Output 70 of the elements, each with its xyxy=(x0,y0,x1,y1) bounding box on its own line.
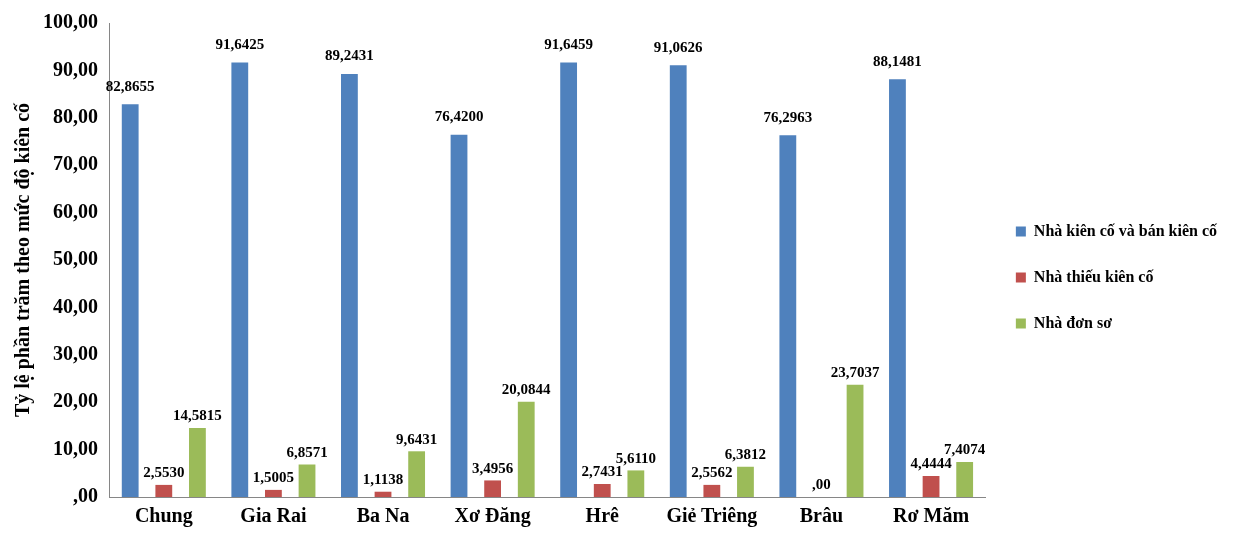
data-label: 89,2431 xyxy=(325,47,374,64)
data-label: 2,5562 xyxy=(691,464,733,481)
bar xyxy=(669,65,687,497)
bar xyxy=(593,484,611,497)
y-tick-label: 50,00 xyxy=(53,247,98,270)
data-label: 82,8655 xyxy=(105,77,155,94)
x-tick-label: Brâu xyxy=(799,504,844,527)
data-label: 91,6425 xyxy=(215,35,265,52)
bar xyxy=(341,73,358,497)
x-tick-label: Rơ Măm xyxy=(893,504,970,527)
y-tick-label: 70,00 xyxy=(53,152,98,175)
legend-label: Nhà đơn sơ xyxy=(1033,313,1113,331)
y-tick-label: 10,00 xyxy=(53,436,98,459)
x-tick-label: Ba Na xyxy=(356,504,410,527)
bar xyxy=(956,461,974,497)
y-tick-label: 40,00 xyxy=(53,294,98,317)
data-label: 4,4444 xyxy=(910,455,953,472)
data-label: 88,1481 xyxy=(873,52,922,69)
data-label: 7,4074 xyxy=(944,441,986,458)
y-tick-label: 30,00 xyxy=(53,341,98,364)
legend-label: Nhà thiếu kiên cố xyxy=(1033,267,1155,285)
data-label: 23,7037 xyxy=(830,364,880,381)
data-label: 6,8571 xyxy=(286,443,328,460)
data-label: 91,0626 xyxy=(653,38,704,55)
legend-label: Nhà kiên cố và bán kiên cố xyxy=(1033,221,1218,239)
x-tick-label: Hrê xyxy=(585,504,620,527)
data-label: 14,5815 xyxy=(173,407,222,424)
bar xyxy=(265,489,282,497)
x-tick-label: Gia Rai xyxy=(240,504,307,527)
data-label: 2,7431 xyxy=(581,463,623,480)
y-tick-label: ,00 xyxy=(73,484,98,507)
y-tick-label: 80,00 xyxy=(53,104,98,127)
bar xyxy=(484,480,502,497)
data-label: 1,1138 xyxy=(362,471,404,488)
y-tick-label: 20,00 xyxy=(53,389,98,412)
y-tick-label: 100,00 xyxy=(43,10,98,33)
y-axis-title: Tỷ lệ phần trăm theo mức độ kiên cố xyxy=(11,101,35,418)
data-label: 9,6431 xyxy=(396,430,438,447)
bar xyxy=(846,384,864,497)
bar xyxy=(922,475,940,497)
data-label: 3,4956 xyxy=(472,459,514,476)
bar xyxy=(703,484,721,497)
data-label: 91,6459 xyxy=(544,35,593,52)
x-tick-label: Giẻ Triêng xyxy=(666,504,758,528)
bar xyxy=(121,104,139,497)
bar xyxy=(374,491,392,497)
bar xyxy=(450,134,468,497)
x-tick-label: Chung xyxy=(134,504,193,528)
x-tick-label: Xơ Đăng xyxy=(454,504,531,528)
data-label: 76,4200 xyxy=(434,108,484,125)
y-tick-label: 90,00 xyxy=(53,57,98,80)
data-label: 5,6110 xyxy=(615,449,657,466)
bar xyxy=(737,466,754,497)
data-label: 76,2963 xyxy=(763,108,813,125)
data-label: 6,3812 xyxy=(724,446,767,463)
bar xyxy=(298,464,316,497)
bar xyxy=(155,484,173,497)
data-label: ,00 xyxy=(812,476,831,493)
bar xyxy=(627,470,645,497)
bar xyxy=(779,135,797,497)
bar xyxy=(517,401,535,497)
data-label: 1,5005 xyxy=(252,469,295,486)
y-tick-label: 60,00 xyxy=(53,199,98,222)
bar xyxy=(560,62,578,497)
bar xyxy=(189,427,206,497)
bar xyxy=(889,79,906,497)
data-label: 2,5530 xyxy=(143,464,185,481)
data-label: 20,0844 xyxy=(501,381,552,398)
bar xyxy=(408,451,426,497)
bar xyxy=(231,62,249,497)
